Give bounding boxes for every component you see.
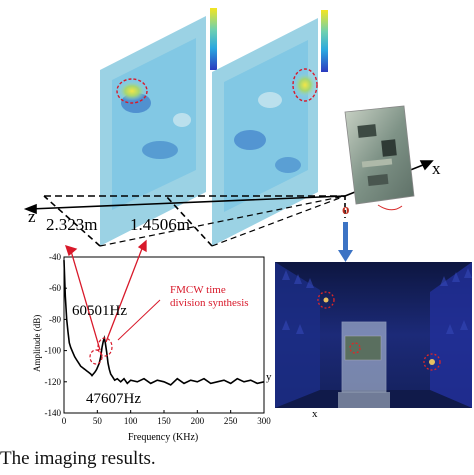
peak-highlight-circle <box>89 349 103 365</box>
distance-label-2: 1.4506m <box>130 215 190 234</box>
axis-label-x: x <box>432 159 441 178</box>
photo-axis-x: x <box>312 408 318 420</box>
spectrum-chart: 0 50 100 150 200 250 300 -40 -60 -80 -100 -120 -140 <box>45 239 272 426</box>
marker-circle <box>349 342 361 354</box>
chart-ylabel: Amplitude (dB) <box>32 315 42 372</box>
heatmap-panel-left <box>100 8 217 246</box>
figure-caption: The imaging results. <box>0 448 156 469</box>
x-tick-label: 250 <box>224 416 238 426</box>
spectrum-series-line <box>63 260 265 386</box>
x-tick-label: 100 <box>124 416 138 426</box>
synthesis-label-line1: FMCW time <box>170 284 226 296</box>
projection-lines <box>43 195 346 247</box>
peak-label-high: 60501Hz <box>72 303 127 319</box>
colorbar <box>210 8 217 70</box>
target-highlight-circle <box>116 78 148 104</box>
y-tick-label: -60 <box>49 283 61 293</box>
x-tick-label: 0 <box>62 416 67 426</box>
pcb-board-photo <box>344 105 415 211</box>
peak-label-low: 47607Hz <box>86 391 141 407</box>
axis-ticks: 0 50 100 150 200 250 300 -40 -60 -80 -100 -120 -140 <box>45 252 272 426</box>
distance-label-1: 2.323m <box>46 215 97 234</box>
x-tick-label: 50 <box>93 416 103 426</box>
y-tick-label: -140 <box>45 408 62 418</box>
axis-label-z: z <box>28 207 36 226</box>
y-tick-label: -80 <box>49 314 61 324</box>
axis-label-origin: o <box>342 202 350 218</box>
x-tick-label: 300 <box>257 416 271 426</box>
target-highlight-circle <box>292 68 318 102</box>
x-tick-label: 150 <box>157 416 171 426</box>
heatmap-panel-right <box>212 10 328 246</box>
marker-circle <box>317 291 335 309</box>
down-arrow <box>338 222 353 262</box>
marker-circle <box>423 353 441 371</box>
synthesis-label-line2: division synthesis <box>170 297 249 309</box>
x-tick-label: 200 <box>191 416 205 426</box>
red-arrows <box>64 239 161 351</box>
colorbar <box>321 10 328 72</box>
y-tick-label: -100 <box>45 346 62 356</box>
plot-frame <box>63 256 265 414</box>
photo-axis-y: y <box>266 371 272 383</box>
anechoic-chamber-photo <box>275 262 472 408</box>
y-tick-label: -120 <box>45 377 62 387</box>
y-tick-label: -40 <box>49 252 61 262</box>
chart-xlabel: Frequency (KHz) <box>128 432 198 443</box>
peak-highlight-circle <box>97 337 113 357</box>
